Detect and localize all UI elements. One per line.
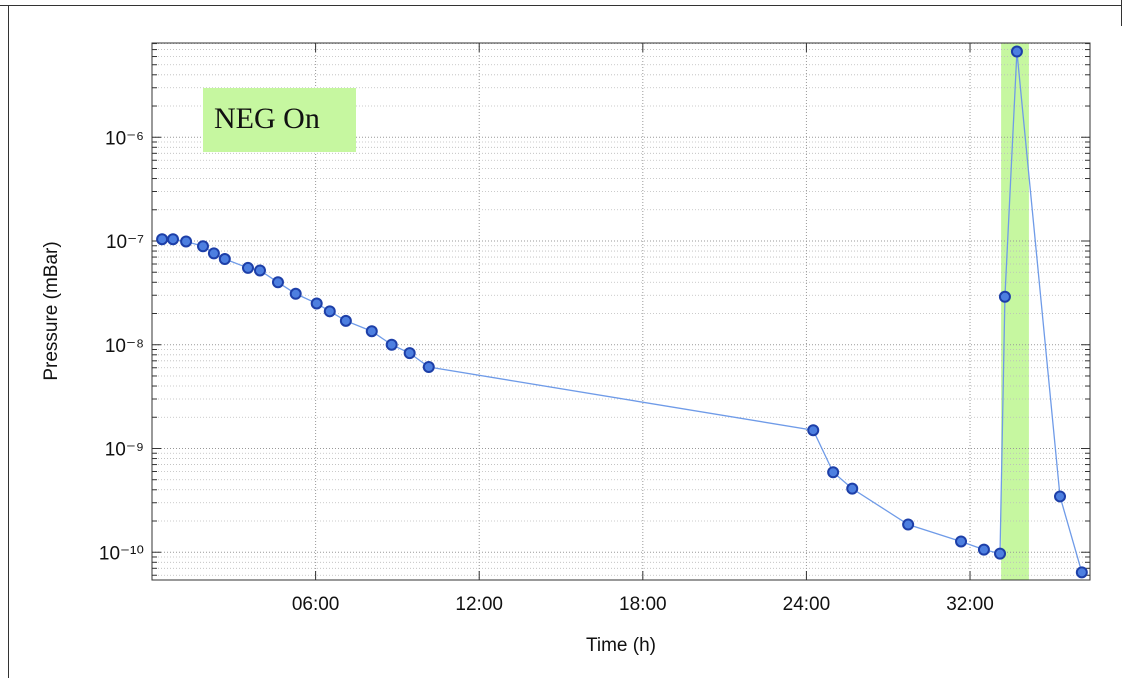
data-point <box>156 233 169 246</box>
data-point <box>403 347 416 360</box>
x-tick-label: 18:00 <box>619 594 667 615</box>
x-tick-label: 06:00 <box>292 594 340 615</box>
y-tick-label: 10⁻⁸ <box>105 336 144 357</box>
data-point <box>385 338 398 351</box>
x-tick-label: 32:00 <box>946 594 994 615</box>
data-point <box>846 482 859 495</box>
data-point <box>827 466 840 479</box>
data-point <box>218 253 231 266</box>
data-point <box>998 290 1011 303</box>
data-point <box>807 424 820 437</box>
data-point <box>180 235 193 248</box>
data-point <box>241 261 254 274</box>
data-point <box>977 543 990 556</box>
data-point <box>365 325 378 338</box>
y-tick-label: 10⁻⁹ <box>105 440 144 461</box>
data-point <box>310 297 323 310</box>
y-axis-title: Pressure (mBar) <box>41 241 62 380</box>
data-point <box>1054 490 1067 503</box>
data-point <box>1010 45 1023 58</box>
plot: 10⁻¹⁰ 10⁻⁹ 10⁻⁸ 10⁻⁷ 10⁻⁶ 06:00 12:00 18:00 24:0… <box>99 42 1091 615</box>
annotation-box <box>203 88 356 152</box>
x-axis-title: Time (h) <box>586 635 656 656</box>
data-point <box>994 547 1007 560</box>
data-point <box>339 314 352 327</box>
data-point <box>289 287 302 300</box>
data-point <box>196 240 209 253</box>
y-tick-label: 10⁻⁶ <box>105 128 144 149</box>
data-point <box>253 264 266 277</box>
annotation: NEG On <box>214 102 320 135</box>
y-tick-label: 10⁻⁷ <box>106 232 144 253</box>
x-tick-label: 12:00 <box>455 594 503 615</box>
data-point <box>1075 566 1088 579</box>
data-point <box>422 361 435 374</box>
y-tick-label: 10⁻¹⁰ <box>99 543 144 564</box>
data-point <box>166 233 179 246</box>
data-point <box>271 276 284 289</box>
data-point <box>207 247 220 260</box>
data-point <box>902 518 915 531</box>
data-point <box>323 305 336 318</box>
plot-frame <box>151 42 1091 581</box>
series-line <box>162 51 1083 573</box>
x-tick-label: 24:00 <box>783 594 831 615</box>
data-point <box>955 535 968 548</box>
